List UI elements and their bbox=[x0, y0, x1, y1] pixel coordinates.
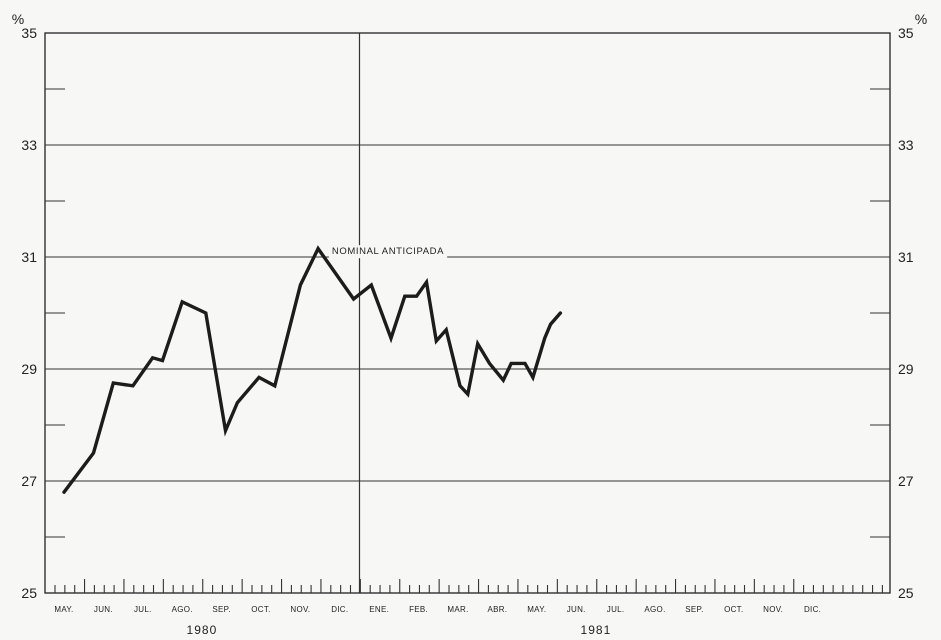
x-month-label: FEB. bbox=[409, 605, 428, 614]
y-tick-label-right: 31 bbox=[898, 249, 914, 265]
annotation-background bbox=[328, 245, 448, 259]
y-tick-label-left: 29 bbox=[21, 361, 37, 377]
y-tick-label-left: 25 bbox=[21, 585, 37, 601]
y-tick-label-right: 29 bbox=[898, 361, 914, 377]
x-axis: MAY. JUN. JUL. AGO. SEP. OCT. NOV. DIC. ENE. FEB.… bbox=[54, 579, 883, 637]
x-month-label: SEP. bbox=[212, 605, 230, 614]
y-tick-label-left: 31 bbox=[21, 249, 37, 265]
x-year-label: 1980 bbox=[187, 623, 218, 637]
x-year-label: 1981 bbox=[581, 623, 612, 637]
x-month-label: DIC. bbox=[804, 605, 821, 614]
y-tick-label-left: 35 bbox=[21, 25, 37, 41]
plot-frame bbox=[44, 32, 891, 594]
x-month-label: ABR. bbox=[487, 605, 507, 614]
y-tick-label-right: 33 bbox=[898, 137, 914, 153]
x-month-label: DIC. bbox=[331, 605, 348, 614]
x-month-label: JUN. bbox=[567, 605, 586, 614]
x-month-label: SEP. bbox=[685, 605, 703, 614]
x-month-label: AGO. bbox=[644, 605, 665, 614]
series-line bbox=[62, 245, 563, 494]
y-unit-left: % bbox=[12, 11, 24, 27]
x-month-label: NOV. bbox=[290, 605, 310, 614]
x-month-label: NOV. bbox=[763, 605, 783, 614]
y-tick-label-right: 25 bbox=[898, 585, 914, 601]
series-group bbox=[62, 245, 563, 494]
y-axes: 25 25 27 27 29 29 31 31 33 33 35 35%% bbox=[12, 11, 927, 601]
x-month-label: MAR. bbox=[447, 605, 468, 614]
x-month-label: MAY. bbox=[54, 605, 73, 614]
x-month-label: JUN. bbox=[94, 605, 113, 614]
x-month-label: OCT. bbox=[251, 605, 270, 614]
series-annotation-label: NOMINAL ANTICIPADA bbox=[332, 246, 444, 257]
y-tick-label-right: 27 bbox=[898, 473, 914, 489]
annotations: NOMINAL ANTICIPADA bbox=[328, 245, 448, 259]
x-month-label: MAY. bbox=[527, 605, 546, 614]
x-month-label: JUL. bbox=[134, 605, 152, 614]
y-tick-label-right: 35 bbox=[898, 25, 914, 41]
y-tick-label-left: 33 bbox=[21, 137, 37, 153]
y-unit-right: % bbox=[915, 11, 927, 27]
x-month-label: AGO. bbox=[172, 605, 193, 614]
gridlines bbox=[45, 33, 890, 593]
x-month-label: JUL. bbox=[607, 605, 625, 614]
y-tick-label-left: 27 bbox=[21, 473, 37, 489]
x-month-label: OCT. bbox=[724, 605, 743, 614]
x-month-label: ENE. bbox=[369, 605, 389, 614]
